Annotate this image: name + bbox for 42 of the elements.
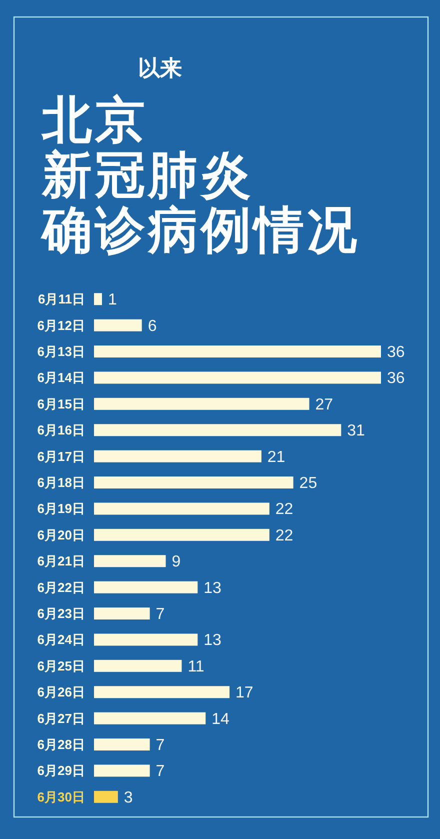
subtitle: 以来 bbox=[138, 56, 182, 80]
data-label: 7 bbox=[156, 606, 165, 623]
data-label: 9 bbox=[172, 554, 181, 571]
tick-label: 6月27日 bbox=[37, 710, 85, 726]
data-label: 7 bbox=[156, 737, 165, 754]
tick-label: 6月15日 bbox=[37, 396, 85, 412]
tick-label: 6月11日 bbox=[38, 292, 85, 307]
data-label: 7 bbox=[156, 763, 165, 780]
tick-label: 6月23日 bbox=[37, 606, 85, 621]
data-label: 22 bbox=[275, 527, 294, 544]
tick-label: 6月29日 bbox=[37, 763, 85, 778]
data-label: 21 bbox=[267, 448, 286, 466]
tick-label: 6月18日 bbox=[37, 475, 85, 490]
data-label: 31 bbox=[347, 422, 365, 440]
data-label: 13 bbox=[204, 580, 222, 597]
tick-label: 6月16日 bbox=[37, 422, 85, 438]
tick-label: 6月25日 bbox=[37, 658, 85, 674]
data-label: 14 bbox=[212, 710, 230, 728]
data-label: 11 bbox=[188, 658, 204, 676]
tick-label: 6月13日 bbox=[37, 344, 85, 359]
data-label: 25 bbox=[299, 475, 318, 492]
tick-label: 6月19日 bbox=[37, 501, 85, 516]
data-label: 22 bbox=[275, 501, 294, 518]
tick-label: 6月14日 bbox=[37, 370, 85, 386]
tick-label: 6月20日 bbox=[37, 527, 85, 542]
tick-label: 6月21日 bbox=[37, 554, 85, 569]
tick-label: 6月30日 bbox=[37, 789, 85, 804]
data-label: 3 bbox=[124, 789, 133, 806]
data-label: 6 bbox=[148, 318, 157, 335]
data-label: 36 bbox=[387, 344, 405, 361]
tick-label: 6月17日 bbox=[37, 448, 85, 464]
data-label: 36 bbox=[387, 370, 405, 388]
tick-label: 6月22日 bbox=[37, 580, 85, 595]
tick-label: 6月12日 bbox=[37, 318, 85, 333]
data-label: 17 bbox=[236, 684, 254, 702]
tick-label: 6月28日 bbox=[37, 737, 85, 752]
title: 北京新冠肺炎确诊病例情况 bbox=[42, 92, 360, 258]
data-label: 27 bbox=[315, 396, 334, 414]
data-label: 13 bbox=[204, 632, 222, 650]
data-label: 1 bbox=[108, 292, 117, 309]
tick-label: 6月24日 bbox=[37, 632, 85, 648]
tick-label: 6月26日 bbox=[37, 684, 85, 700]
